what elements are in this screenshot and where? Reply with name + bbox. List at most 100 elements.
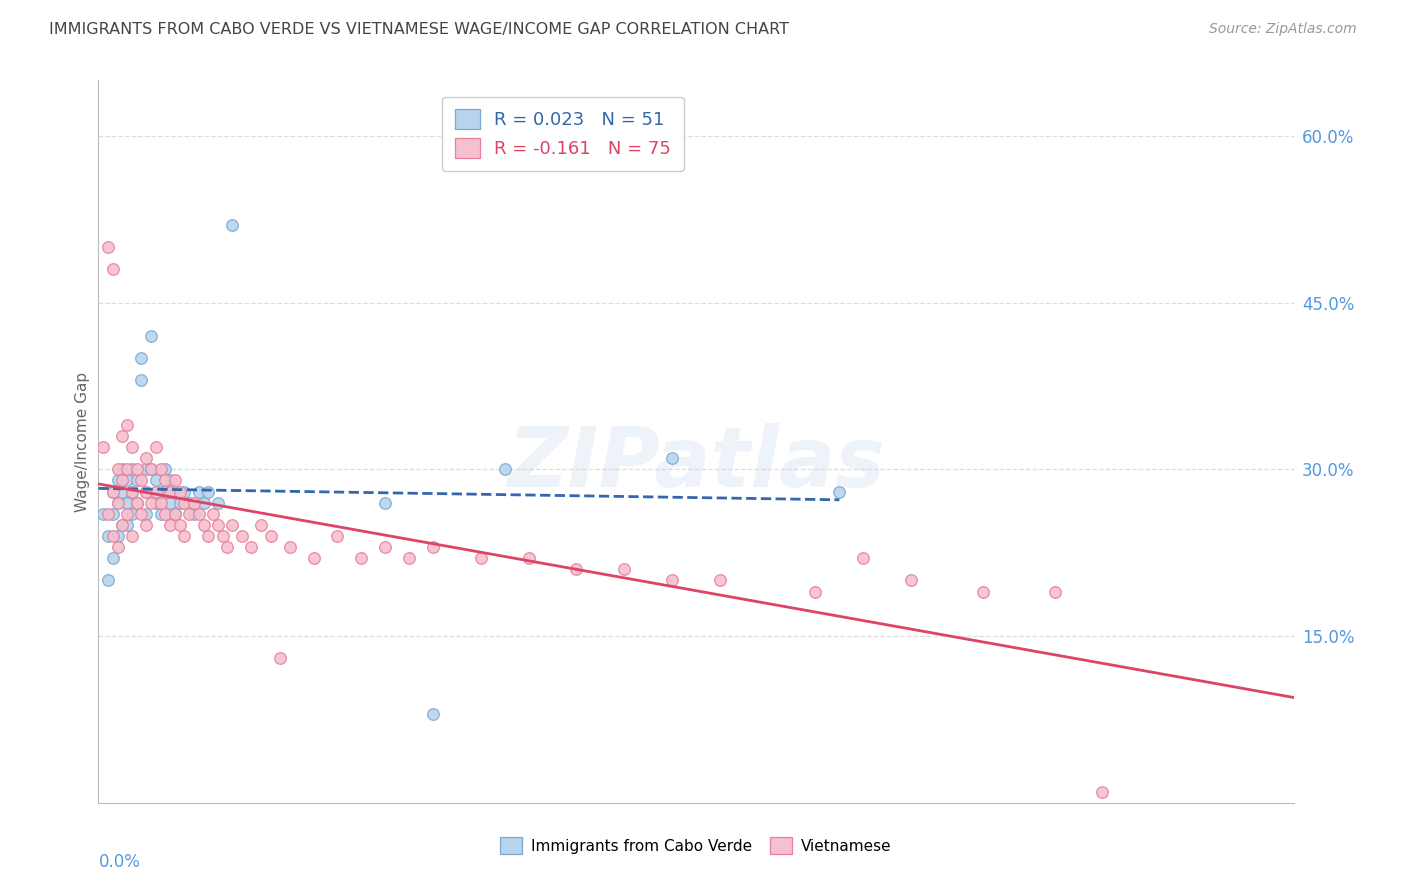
Point [517, 551, 540, 566]
Point [183, 507, 205, 521]
Point [115, 507, 138, 521]
Point [179, 496, 201, 510]
Point [125, 496, 148, 510]
Point [900, 574, 922, 588]
Point [193, 517, 215, 532]
Point [197, 484, 219, 499]
Point [1091, 785, 1114, 799]
Point [155, 462, 177, 476]
Point [163, 484, 186, 499]
Text: ZIPatlas: ZIPatlas [508, 423, 884, 504]
Point [97, 507, 120, 521]
Point [211, 529, 233, 543]
Point [269, 651, 291, 665]
Point [111, 517, 134, 532]
Point [107, 462, 129, 476]
Point [231, 529, 253, 543]
Point [115, 474, 138, 488]
Point [135, 462, 157, 476]
Point [852, 551, 875, 566]
Point [97, 574, 120, 588]
Point [169, 517, 191, 532]
Point [278, 540, 301, 554]
Point [250, 517, 273, 532]
Point [159, 496, 181, 510]
Point [155, 484, 177, 499]
Point [149, 496, 172, 510]
Point [661, 574, 683, 588]
Point [135, 484, 157, 499]
Point [131, 373, 153, 387]
Point [169, 496, 191, 510]
Point [155, 474, 177, 488]
Point [107, 529, 129, 543]
Point [179, 507, 201, 521]
Point [350, 551, 373, 566]
Point [111, 462, 134, 476]
Point [149, 484, 172, 499]
Point [101, 262, 124, 277]
Point [302, 551, 325, 566]
Point [131, 507, 153, 521]
Point [221, 517, 243, 532]
Point [159, 517, 181, 532]
Point [193, 496, 215, 510]
Point [97, 240, 120, 254]
Point [91, 507, 114, 521]
Point [121, 484, 143, 499]
Text: 0.0%: 0.0% [98, 854, 141, 871]
Point [139, 496, 162, 510]
Point [135, 517, 157, 532]
Point [121, 529, 143, 543]
Point [115, 462, 138, 476]
Point [661, 451, 683, 466]
Point [374, 496, 396, 510]
Point [107, 496, 129, 510]
Point [155, 507, 177, 521]
Point [972, 584, 994, 599]
Point [131, 474, 153, 488]
Point [173, 496, 195, 510]
Point [828, 484, 851, 499]
Text: IMMIGRANTS FROM CABO VERDE VS VIETNAMESE WAGE/INCOME GAP CORRELATION CHART: IMMIGRANTS FROM CABO VERDE VS VIETNAMESE… [49, 22, 789, 37]
Point [169, 484, 191, 499]
Point [115, 496, 138, 510]
Point [149, 507, 172, 521]
Point [125, 474, 148, 488]
Point [709, 574, 731, 588]
Point [422, 540, 444, 554]
Point [197, 529, 219, 543]
Point [101, 484, 124, 499]
Point [187, 484, 209, 499]
Legend: Immigrants from Cabo Verde, Vietnamese: Immigrants from Cabo Verde, Vietnamese [495, 831, 897, 860]
Point [173, 529, 195, 543]
Point [187, 507, 209, 521]
Point [101, 484, 124, 499]
Point [111, 517, 134, 532]
Point [139, 462, 162, 476]
Point [115, 517, 138, 532]
Point [159, 484, 181, 499]
Point [183, 496, 205, 510]
Point [91, 440, 114, 454]
Point [107, 540, 129, 554]
Point [374, 540, 396, 554]
Point [613, 562, 636, 576]
Point [139, 462, 162, 476]
Point [139, 329, 162, 343]
Point [207, 496, 229, 510]
Point [159, 474, 181, 488]
Point [804, 584, 827, 599]
Point [207, 517, 229, 532]
Point [101, 551, 124, 566]
Point [145, 496, 167, 510]
Point [135, 507, 157, 521]
Point [217, 540, 239, 554]
Point [145, 440, 167, 454]
Point [135, 451, 157, 466]
Point [131, 351, 153, 366]
Point [107, 474, 129, 488]
Point [398, 551, 420, 566]
Point [470, 551, 492, 566]
Point [135, 484, 157, 499]
